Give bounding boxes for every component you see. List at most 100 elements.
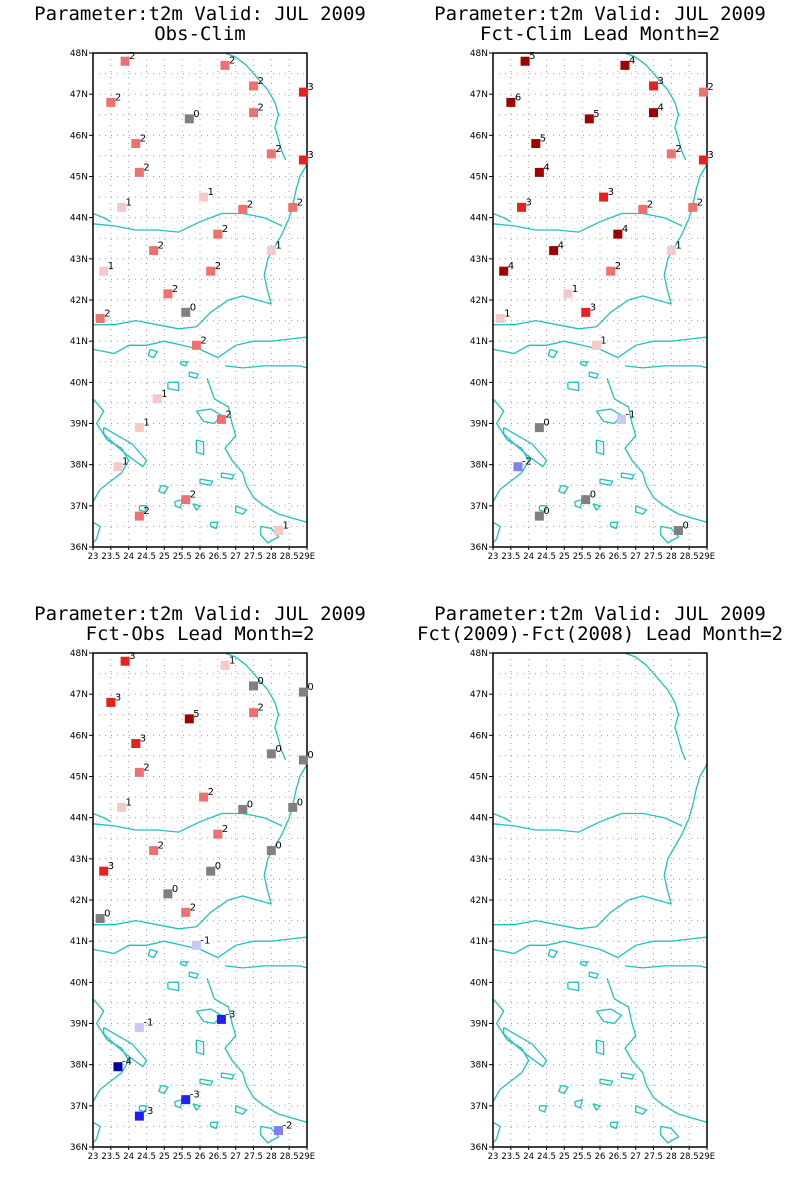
lat-label: 38N: [470, 461, 488, 471]
station-marker: [613, 229, 623, 239]
lat-label: 43N: [70, 255, 88, 265]
station-value-label: 2: [208, 787, 214, 798]
lon-label: 24.5: [537, 552, 556, 562]
station-value-label: 1: [275, 241, 281, 252]
station-marker: [581, 495, 591, 505]
coastline-segment: [624, 965, 708, 969]
lon-label: 27: [230, 1152, 241, 1162]
panel-title-line1: Parameter:t2m Valid: JUL 2009: [34, 3, 366, 25]
lat-label: 45N: [470, 773, 488, 783]
lon-label: 25: [559, 552, 570, 562]
coastline-segment: [599, 1078, 614, 1087]
lat-label: 39N: [70, 1020, 88, 1030]
station-marker: [581, 307, 591, 317]
panel-title-line2: Obs-Clim: [154, 23, 246, 45]
lon-label: 26.5: [208, 552, 227, 562]
station-marker: [134, 1111, 144, 1121]
lon-label: 28.5: [680, 552, 699, 562]
coastline-segment: [503, 427, 548, 468]
coastline-segment: [220, 1072, 235, 1080]
coastline-segment: [167, 981, 180, 992]
lat-label: 46N: [70, 131, 88, 141]
station-value-label: 2: [675, 144, 681, 155]
coastline-segment: [192, 1103, 202, 1112]
station-marker: [163, 289, 173, 299]
station-marker: [249, 708, 258, 718]
coastline-segment: [595, 1039, 605, 1056]
coastline-segment: [174, 498, 184, 509]
station-marker: [216, 414, 226, 424]
station-marker: [106, 697, 116, 707]
station-value-label: 3: [658, 76, 664, 87]
coastline-segment: [595, 439, 605, 456]
station-marker: [152, 394, 162, 404]
coastline-segment: [492, 936, 708, 959]
lon-label: 29E: [699, 552, 715, 562]
coastline-segment: [235, 505, 248, 515]
lat-label: 42N: [70, 896, 88, 906]
coastline-segment: [610, 521, 619, 530]
station-value-label: 2: [222, 824, 228, 835]
coastline-segment: [92, 521, 101, 544]
coastline-segment: [579, 961, 589, 967]
station-marker: [99, 866, 109, 876]
lat-label: 39N: [470, 1020, 488, 1030]
lon-label: 23: [488, 552, 499, 562]
coastline-segment: [492, 998, 530, 1103]
station-value-label: 0: [543, 418, 549, 429]
station-value-label: 0: [543, 506, 549, 517]
station-value-label: 1: [600, 335, 606, 346]
lon-label: 26: [195, 552, 206, 562]
lon-label: 23: [88, 1152, 99, 1162]
coastline-segment: [92, 1121, 101, 1144]
station-marker: [513, 462, 523, 472]
station-value-label: 2: [225, 409, 231, 420]
station-marker: [216, 1014, 226, 1024]
station-marker: [220, 660, 230, 670]
lat-label: 44N: [470, 214, 488, 224]
station-value-label: 5: [593, 109, 599, 120]
coastline-segment: [659, 1125, 680, 1144]
lat-label: 37N: [470, 502, 488, 512]
coastline-segment: [624, 365, 708, 369]
coastline-segment: [92, 812, 283, 833]
station-value-label: 2: [172, 284, 178, 295]
station-marker: [534, 511, 544, 521]
station-marker: [499, 266, 509, 276]
station-marker: [288, 202, 298, 212]
coastline-segment: [492, 1121, 501, 1144]
coastline-segment: [188, 971, 200, 979]
coastline-segment: [195, 439, 205, 456]
station-value-label: 2: [104, 309, 110, 320]
station-marker: [298, 687, 308, 697]
lat-label: 48N: [70, 649, 88, 659]
station-value-label: 0: [193, 109, 199, 120]
station-marker: [649, 108, 658, 118]
station-value-label: 2: [158, 241, 164, 252]
coastline-segment: [263, 163, 308, 305]
station-marker: [249, 681, 258, 691]
station-marker: [213, 229, 223, 239]
lat-label: 43N: [470, 255, 488, 265]
station-marker: [113, 462, 123, 472]
lon-label: 28: [666, 552, 677, 562]
station-marker: [506, 97, 516, 107]
coastline-segment: [663, 163, 708, 305]
panel-title-line1: Parameter:t2m Valid: JUL 2009: [434, 603, 766, 625]
lat-label: 41N: [470, 937, 488, 947]
lat-label: 47N: [70, 690, 88, 700]
coastline: [492, 52, 708, 544]
coastline-segment: [492, 812, 512, 823]
map-panel-3: 48N47N46N45N44N43N42N41N40N39N38N37N36N2…: [70, 649, 315, 1162]
lat-label: 41N: [70, 937, 88, 947]
lon-label: 27.5: [244, 1152, 263, 1162]
station-value-label: 0: [682, 521, 688, 532]
station-value-label: 2: [129, 51, 135, 62]
station-marker: [184, 714, 194, 724]
coastline-segment: [174, 1098, 184, 1109]
lon-label: 24: [523, 1152, 534, 1162]
grid-lines: [493, 653, 707, 1147]
lon-label: 29E: [699, 1152, 715, 1162]
lon-label: 24: [523, 552, 534, 562]
lon-label: 25.5: [173, 552, 192, 562]
